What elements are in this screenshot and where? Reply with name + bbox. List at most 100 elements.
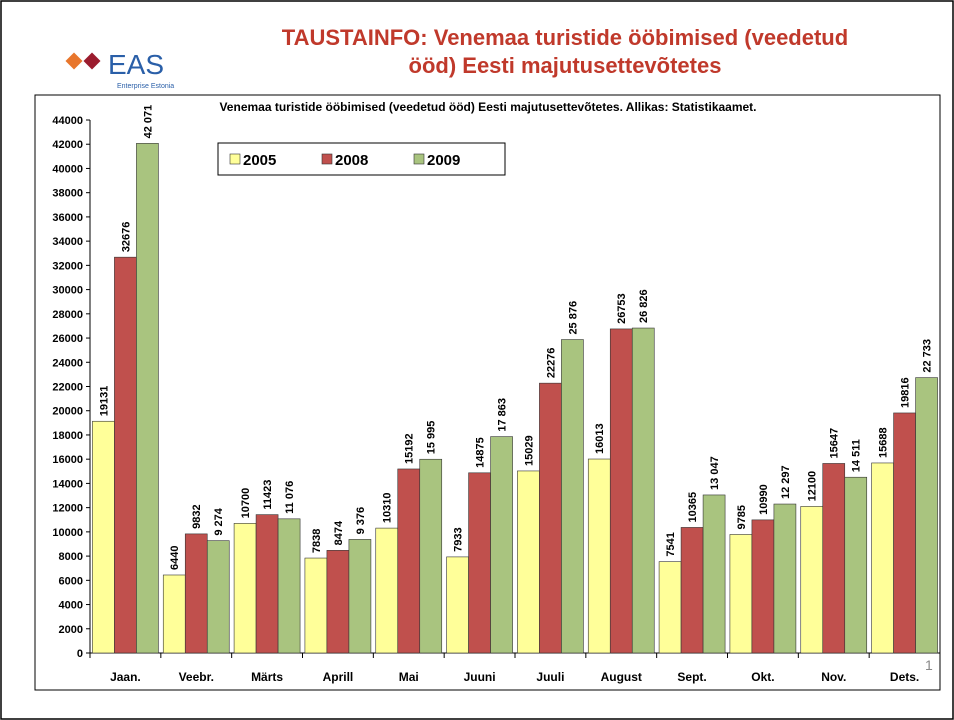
bar <box>349 539 371 653</box>
data-label: 7838 <box>311 529 323 553</box>
bar <box>163 575 185 653</box>
logo-icon <box>66 53 83 70</box>
legend-label: 2008 <box>335 152 368 169</box>
x-tick-label: Dets. <box>890 670 919 684</box>
bar <box>894 413 916 653</box>
y-tick-label: 22000 <box>52 382 83 394</box>
slide: EAS Enterprise Estonia TAUSTAINFO: Venem… <box>0 0 954 720</box>
bar <box>92 421 114 653</box>
bar <box>752 520 774 653</box>
data-label: 7541 <box>665 532 677 556</box>
data-label: 19816 <box>900 377 912 408</box>
y-tick-label: 24000 <box>52 357 83 369</box>
bar <box>916 378 938 653</box>
x-tick-label: Okt. <box>751 670 774 684</box>
bar <box>517 471 539 653</box>
x-tick-label: Juuni <box>464 670 496 684</box>
y-tick-label: 12000 <box>52 503 83 515</box>
bar <box>659 562 681 653</box>
y-tick-label: 8000 <box>59 551 83 563</box>
bar <box>774 504 796 653</box>
legend-swatch <box>230 154 240 164</box>
legend-swatch <box>414 154 424 164</box>
data-label: 15647 <box>829 428 841 459</box>
data-label: 9832 <box>191 504 203 528</box>
data-label: 15688 <box>878 427 890 458</box>
x-tick-label: Mai <box>399 670 419 684</box>
bar <box>823 463 845 653</box>
x-tick-label: Jaan. <box>110 670 141 684</box>
x-tick-label: Juuli <box>536 670 564 684</box>
bar <box>207 541 229 653</box>
data-label: 14 511 <box>851 439 863 472</box>
data-label: 16013 <box>594 423 606 454</box>
y-tick-label: 14000 <box>52 478 83 490</box>
x-tick-label: August <box>601 670 642 684</box>
y-tick-label: 4000 <box>59 600 83 612</box>
y-tick-label: 38000 <box>52 188 83 200</box>
y-tick-label: 28000 <box>52 309 83 321</box>
chart-title: Venemaa turistide ööbimised (veedetud öö… <box>219 100 756 114</box>
logo-icon <box>84 53 101 70</box>
data-label: 22276 <box>545 348 557 379</box>
bar <box>447 557 469 653</box>
data-label: 32676 <box>120 222 132 253</box>
bar <box>278 519 300 653</box>
data-label: 10365 <box>687 492 699 523</box>
y-tick-label: 18000 <box>52 430 83 442</box>
y-tick-label: 20000 <box>52 406 83 418</box>
bar <box>703 495 725 653</box>
y-tick-label: 6000 <box>59 575 83 587</box>
bar <box>632 328 654 653</box>
y-tick-label: 42000 <box>52 139 83 151</box>
bar <box>234 523 256 653</box>
y-tick-label: 40000 <box>52 163 83 175</box>
bar <box>256 515 278 653</box>
data-label: 10700 <box>240 488 252 519</box>
slide-title: TAUSTAINFO: Venemaa turistide ööbimised … <box>282 25 848 78</box>
y-tick-label: 16000 <box>52 454 83 466</box>
data-label: 15029 <box>523 435 535 466</box>
bar <box>845 477 867 653</box>
y-tick-label: 44000 <box>52 115 83 127</box>
x-tick-label: Märts <box>251 670 283 684</box>
y-tick-label: 34000 <box>52 236 83 248</box>
bar <box>491 437 513 653</box>
bar <box>136 143 158 653</box>
y-tick-label: 10000 <box>52 527 83 539</box>
data-label: 14875 <box>475 437 487 468</box>
logo-subtitle: Enterprise Estonia <box>117 83 174 90</box>
bar <box>539 383 561 653</box>
data-label: 7933 <box>453 527 465 551</box>
x-tick-label: Veebr. <box>179 670 214 684</box>
data-label: 9 376 <box>355 507 367 535</box>
data-label: 13 047 <box>709 456 721 490</box>
data-label: 6440 <box>169 546 181 570</box>
slide-title-line: ööd) Eesti majutusettevõtetes <box>409 53 722 78</box>
bar <box>610 329 632 653</box>
data-label: 15192 <box>404 433 416 464</box>
slide-title-line: TAUSTAINFO: Venemaa turistide ööbimised … <box>282 25 848 50</box>
bar <box>327 550 349 653</box>
data-label: 26753 <box>616 293 628 324</box>
bar <box>376 528 398 653</box>
y-tick-label: 26000 <box>52 333 83 345</box>
bar <box>305 558 327 653</box>
data-label: 12100 <box>807 471 819 502</box>
legend-label: 2005 <box>243 152 276 169</box>
y-tick-label: 32000 <box>52 260 83 272</box>
y-tick-label: 2000 <box>59 624 83 636</box>
y-tick-label: 30000 <box>52 285 83 297</box>
data-label: 42 071 <box>142 105 154 139</box>
bar <box>185 534 207 653</box>
data-label: 10310 <box>382 493 394 524</box>
logo-text: EAS <box>108 49 164 80</box>
data-label: 26 826 <box>638 289 650 323</box>
data-label: 12 297 <box>780 465 792 499</box>
bar <box>398 469 420 653</box>
bar <box>872 463 894 653</box>
data-label: 25 876 <box>567 301 579 335</box>
data-label: 17 863 <box>497 398 509 432</box>
bar <box>561 340 583 653</box>
data-label: 15 995 <box>426 421 438 455</box>
